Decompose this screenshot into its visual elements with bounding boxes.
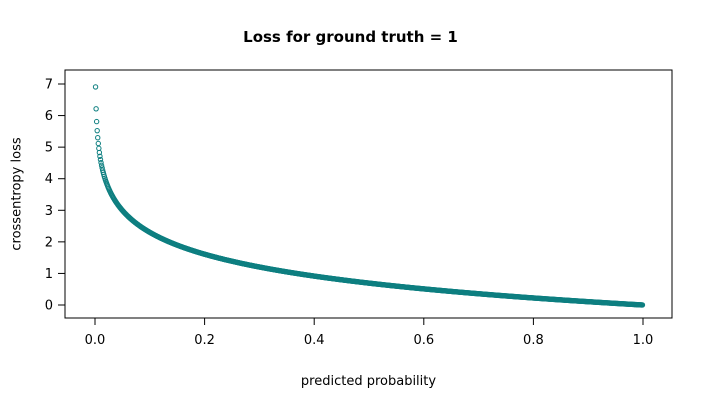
data-point <box>95 140 101 147</box>
data-point <box>94 127 100 134</box>
x-tick-label: 0.8 <box>523 333 544 348</box>
data-point <box>97 153 103 159</box>
x-axis-label: predicted probability <box>300 374 437 389</box>
y-tick-label: 4 <box>45 172 53 187</box>
y-tick-label: 6 <box>45 109 53 124</box>
y-tick-label: 5 <box>45 141 53 156</box>
y-tick-label: 0 <box>45 299 53 314</box>
data-point <box>98 162 105 169</box>
x-tick-label: 1.0 <box>633 333 654 348</box>
data-point <box>93 106 99 112</box>
y-tick-label: 3 <box>45 204 53 219</box>
data-point <box>97 156 104 163</box>
chart-title: Loss for ground truth = 1 <box>243 28 458 46</box>
data-point <box>98 159 104 166</box>
y-tick-label: 2 <box>45 235 53 250</box>
x-tick-label: 0.6 <box>413 333 434 348</box>
plot-box <box>64 69 673 319</box>
x-tick-label: 0.4 <box>304 333 325 348</box>
x-tick-label: 0.0 <box>85 333 106 348</box>
y-tick-label: 1 <box>45 267 53 282</box>
data-point <box>639 302 646 308</box>
scatter-points <box>92 84 646 308</box>
data-point <box>93 118 100 125</box>
data-point <box>95 135 101 141</box>
data-point <box>96 149 103 156</box>
data-point <box>96 145 102 152</box>
x-tick-label: 0.2 <box>194 333 215 348</box>
data-point <box>92 84 99 90</box>
y-tick-label: 7 <box>45 78 53 93</box>
